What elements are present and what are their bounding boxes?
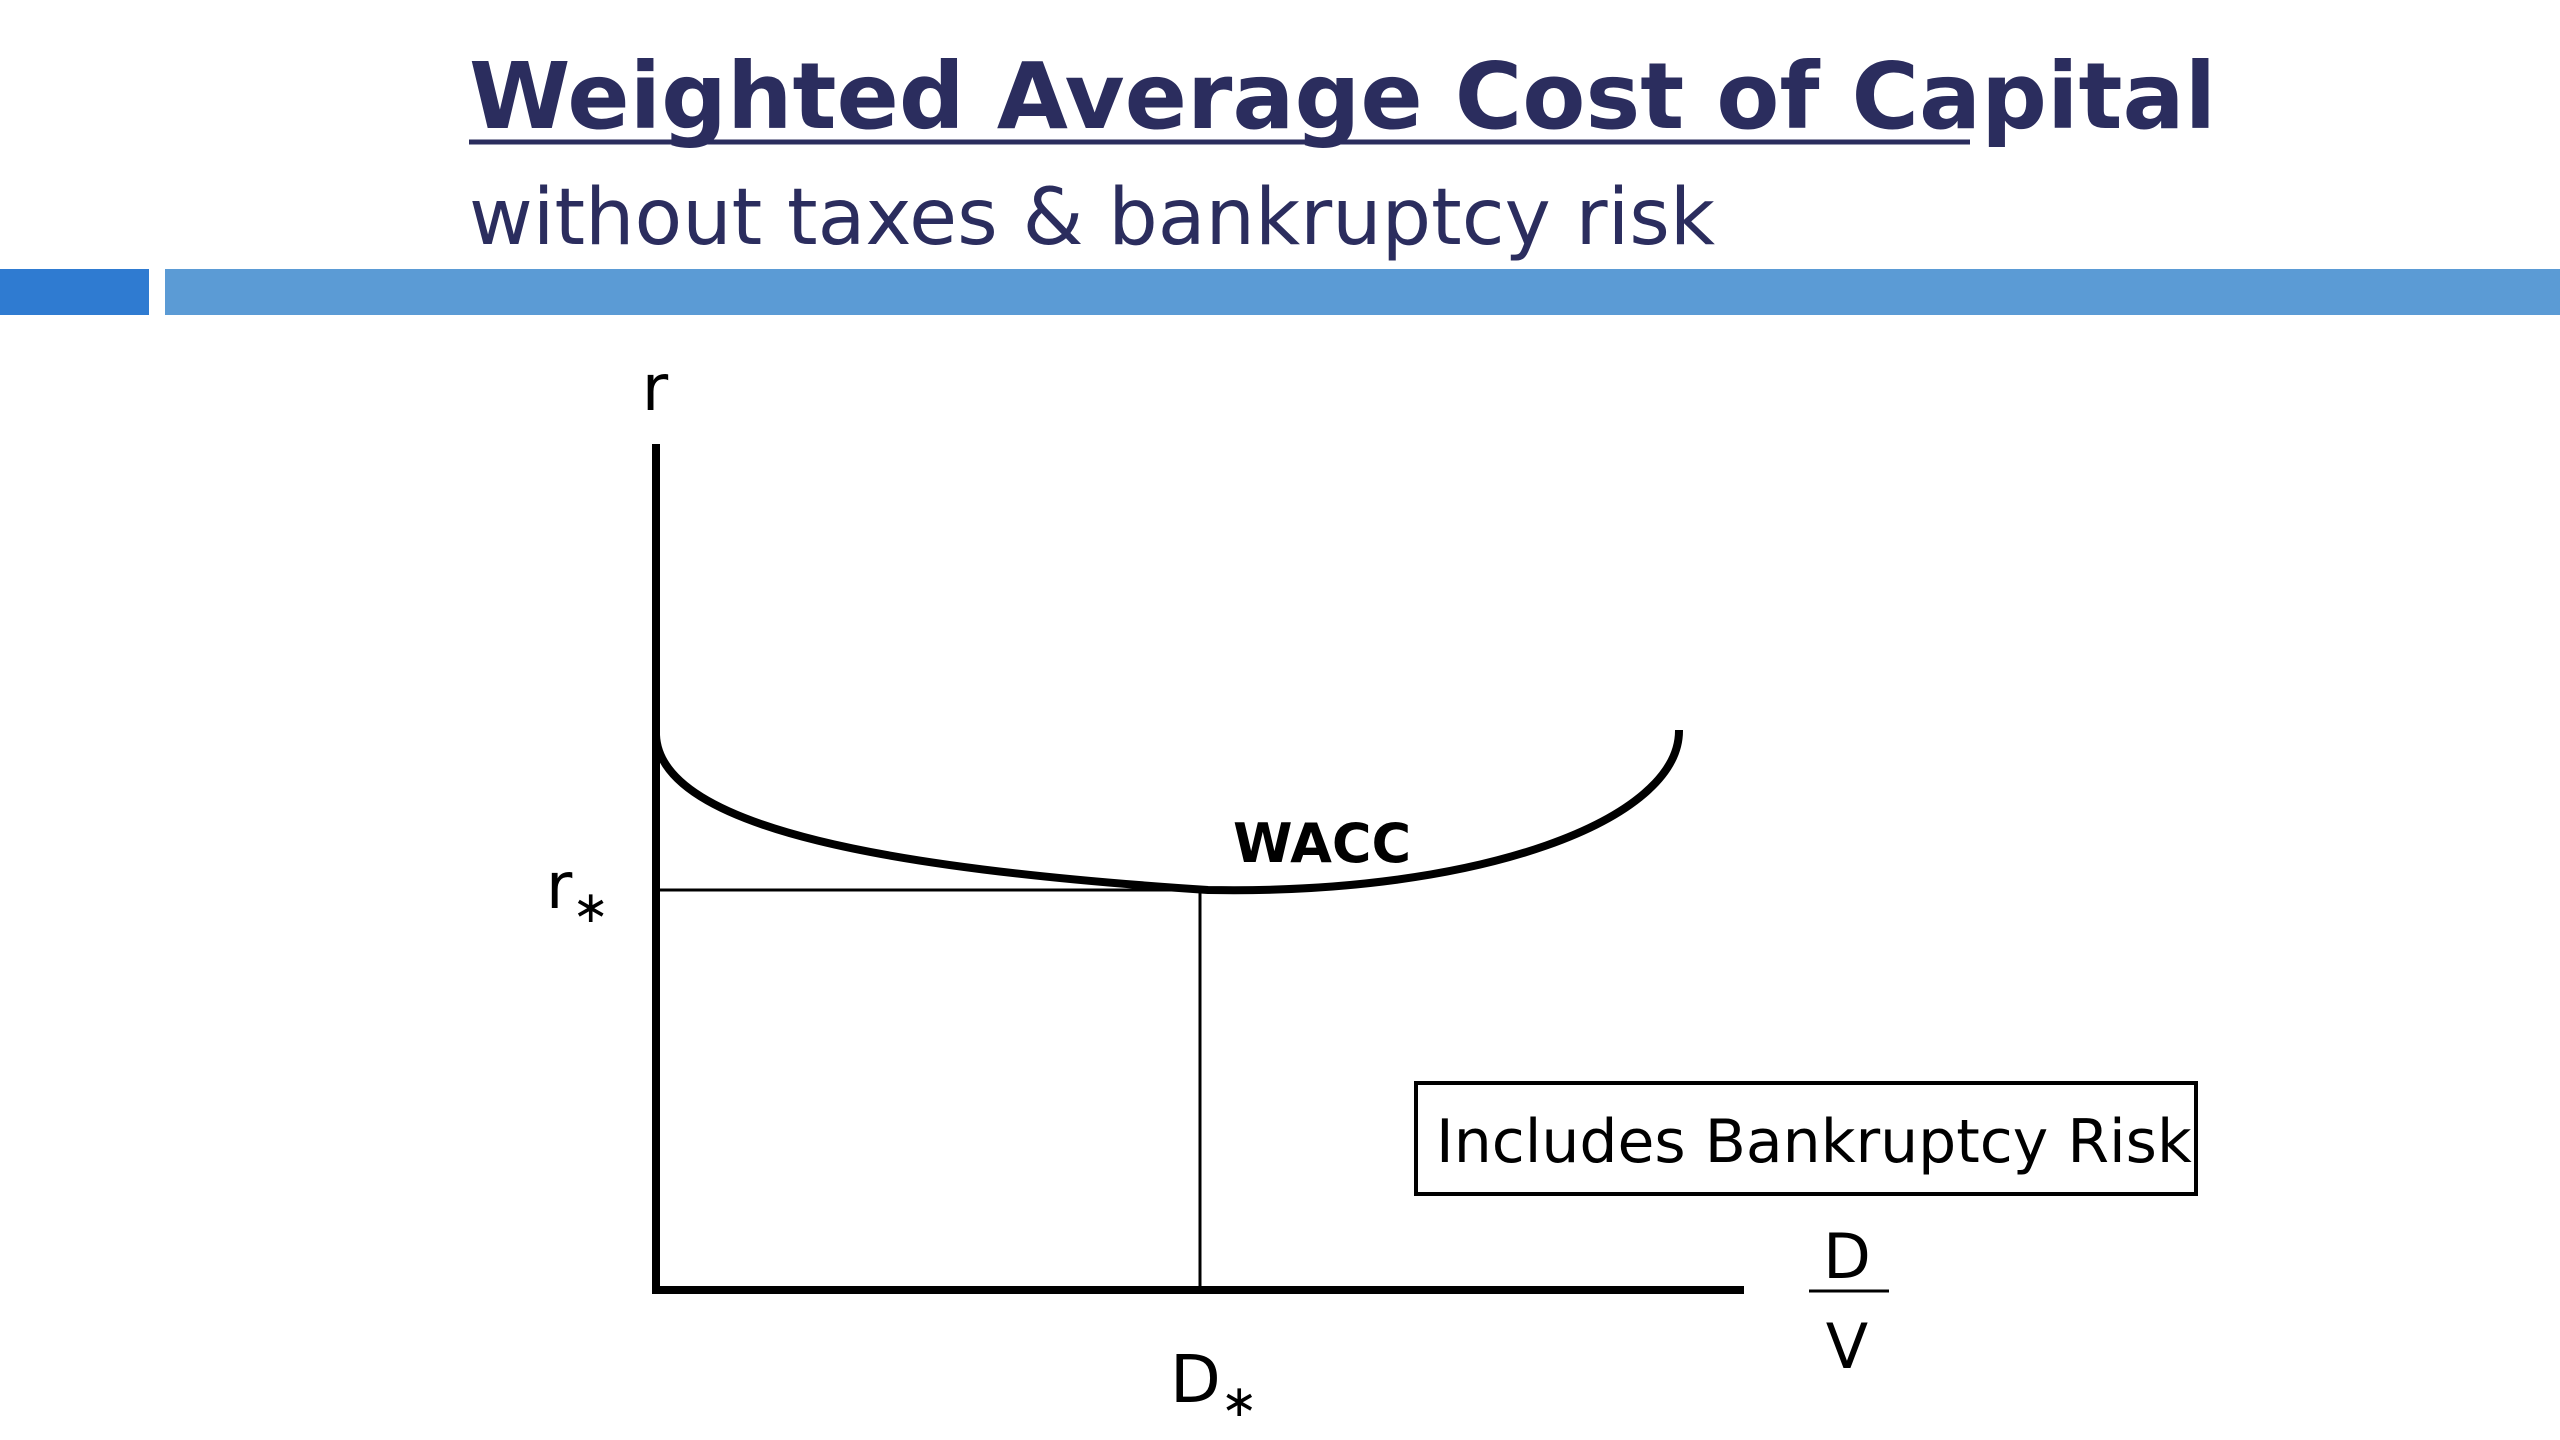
x-axis-numerator: D <box>1823 1220 1871 1293</box>
d-star-label: D∗ <box>1170 1341 1258 1427</box>
r-star-main: r <box>546 850 573 924</box>
accent-block <box>0 269 149 315</box>
subtitle: without taxes & bankruptcy risk <box>469 173 1715 263</box>
d-star-main: D <box>1170 1341 1221 1418</box>
y-axis-label: r <box>642 352 669 426</box>
note-text: Includes Bankruptcy Risk <box>1436 1107 2192 1177</box>
r-star-sub: ∗ <box>572 882 609 933</box>
wacc-curve <box>652 729 1684 895</box>
accent-bar <box>165 269 2560 315</box>
curve-label: WACC <box>1233 812 1411 875</box>
x-axis-denominator: V <box>1826 1310 1868 1383</box>
r-star-label: r∗ <box>546 850 609 933</box>
d-star-sub: ∗ <box>1221 1376 1258 1427</box>
title: Weighted Average Cost of Capital <box>469 43 2216 150</box>
note-box <box>1414 1081 2198 1196</box>
